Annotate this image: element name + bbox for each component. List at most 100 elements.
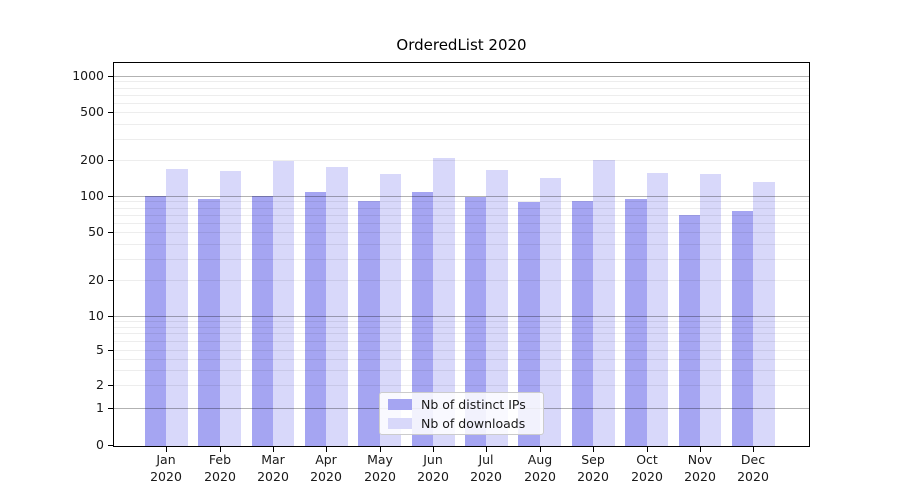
gridline-minor [114, 333, 809, 334]
x-axis-tick-label: Mar 2020 [257, 452, 289, 484]
bar-downloads [219, 171, 242, 446]
gridline-minor [114, 232, 809, 233]
plot-area: Nb of distinct IPs Nb of downloads [113, 62, 810, 447]
x-axis-tick [380, 447, 381, 452]
y-axis-tick [108, 232, 113, 233]
x-axis-tick-label: Sep 2020 [577, 452, 609, 484]
gridline-minor [114, 385, 809, 386]
x-axis-tick-label: Jun 2020 [417, 452, 449, 484]
bar-distinct-ips [678, 214, 700, 446]
y-axis-tick [108, 196, 113, 197]
bar-distinct-ips [411, 191, 434, 446]
bar-downloads [326, 167, 348, 446]
bar-downloads [273, 160, 295, 446]
gridline-minor [114, 327, 809, 328]
x-axis-tick [540, 447, 541, 452]
gridline-minor [114, 160, 809, 161]
gridline-minor [114, 359, 809, 360]
bar-downloads [646, 173, 668, 446]
x-axis-tick [700, 447, 701, 452]
y-axis-tick-label: 1 [96, 400, 104, 415]
x-axis-tick [593, 447, 594, 452]
legend: Nb of distinct IPs Nb of downloads [379, 392, 544, 435]
x-axis-tick [166, 447, 167, 452]
bar-distinct-ips [625, 199, 647, 446]
x-axis-tick [273, 447, 274, 452]
bar-distinct-ips [465, 197, 487, 446]
bar-distinct-ips [518, 202, 540, 446]
gridline-minor [114, 81, 809, 82]
bar-downloads [593, 160, 615, 446]
gridline-minor [114, 201, 809, 202]
y-axis-tick [108, 385, 113, 386]
gridline-major [114, 76, 809, 77]
x-axis-tick-label: May 2020 [364, 452, 396, 484]
y-axis-tick-label: 500 [80, 104, 104, 119]
legend-swatch-distinct-ips [388, 398, 412, 410]
bar-downloads [166, 168, 188, 446]
y-axis-tick [108, 112, 113, 113]
chart-title: OrderedList 2020 [396, 36, 527, 54]
y-axis-tick [108, 76, 113, 77]
gridline-minor [114, 244, 809, 245]
x-axis-tick-label: Nov 2020 [684, 452, 716, 484]
x-axis-tick [486, 447, 487, 452]
bar-distinct-ips [251, 196, 274, 446]
gridline-minor [114, 95, 809, 96]
gridline-minor [114, 341, 809, 342]
bar-distinct-ips [198, 199, 220, 446]
legend-label-distinct-ips: Nb of distinct IPs [421, 396, 526, 412]
x-axis-tick [433, 447, 434, 452]
x-axis-tick-label: Feb 2020 [204, 452, 236, 484]
gridline-minor [114, 112, 809, 113]
bar-distinct-ips [358, 200, 380, 446]
bar-downloads [433, 158, 455, 446]
y-axis-tick [108, 160, 113, 161]
legend-swatch-downloads [388, 417, 412, 429]
gridline-minor [114, 280, 809, 281]
y-axis-tick-label: 1000 [72, 68, 104, 83]
x-axis-tick [326, 447, 327, 452]
gridline-minor [114, 321, 809, 322]
x-axis-tick-label: Jan 2020 [150, 452, 182, 484]
x-axis-tick-label: Apr 2020 [310, 452, 342, 484]
y-axis-tick-label: 20 [88, 272, 104, 287]
x-axis-tick [753, 447, 754, 452]
y-axis-tick-label: 0 [96, 437, 104, 452]
gridline-minor [114, 139, 809, 140]
x-axis-tick [220, 447, 221, 452]
bar-distinct-ips [731, 210, 754, 446]
gridline-minor [114, 370, 809, 371]
gridline-minor [114, 223, 809, 224]
bar-downloads [539, 178, 562, 446]
gridline-minor [114, 103, 809, 104]
bar-downloads [753, 181, 775, 446]
y-axis-tick [108, 445, 113, 446]
gridline-minor [114, 208, 809, 209]
bar-downloads [486, 169, 508, 446]
bar-distinct-ips [571, 200, 594, 446]
bar-distinct-ips [144, 196, 167, 446]
bar-downloads [379, 174, 402, 446]
x-axis-tick-label: Oct 2020 [631, 452, 663, 484]
bar-distinct-ips [304, 191, 327, 446]
y-axis-tick-label: 2 [96, 377, 104, 392]
legend-item: Nb of distinct IPs [388, 397, 543, 412]
x-axis-tick [647, 447, 648, 452]
y-axis-tick [108, 350, 113, 351]
y-axis-tick-label: 10 [88, 308, 104, 323]
x-axis-tick-label: Dec 2020 [737, 452, 769, 484]
gridline-minor [114, 88, 809, 89]
gridline-minor [114, 124, 809, 125]
x-axis-tick-label: Jul 2020 [470, 452, 502, 484]
y-axis-tick-label: 50 [88, 224, 104, 239]
gridline-minor [114, 259, 809, 260]
y-axis-tick [108, 408, 113, 409]
gridline-minor [114, 215, 809, 216]
bar-downloads [699, 174, 722, 446]
y-axis-tick [108, 316, 113, 317]
y-axis-tick-label: 5 [96, 342, 104, 357]
legend-label-downloads: Nb of downloads [421, 415, 526, 431]
y-axis-tick-label: 100 [80, 188, 104, 203]
